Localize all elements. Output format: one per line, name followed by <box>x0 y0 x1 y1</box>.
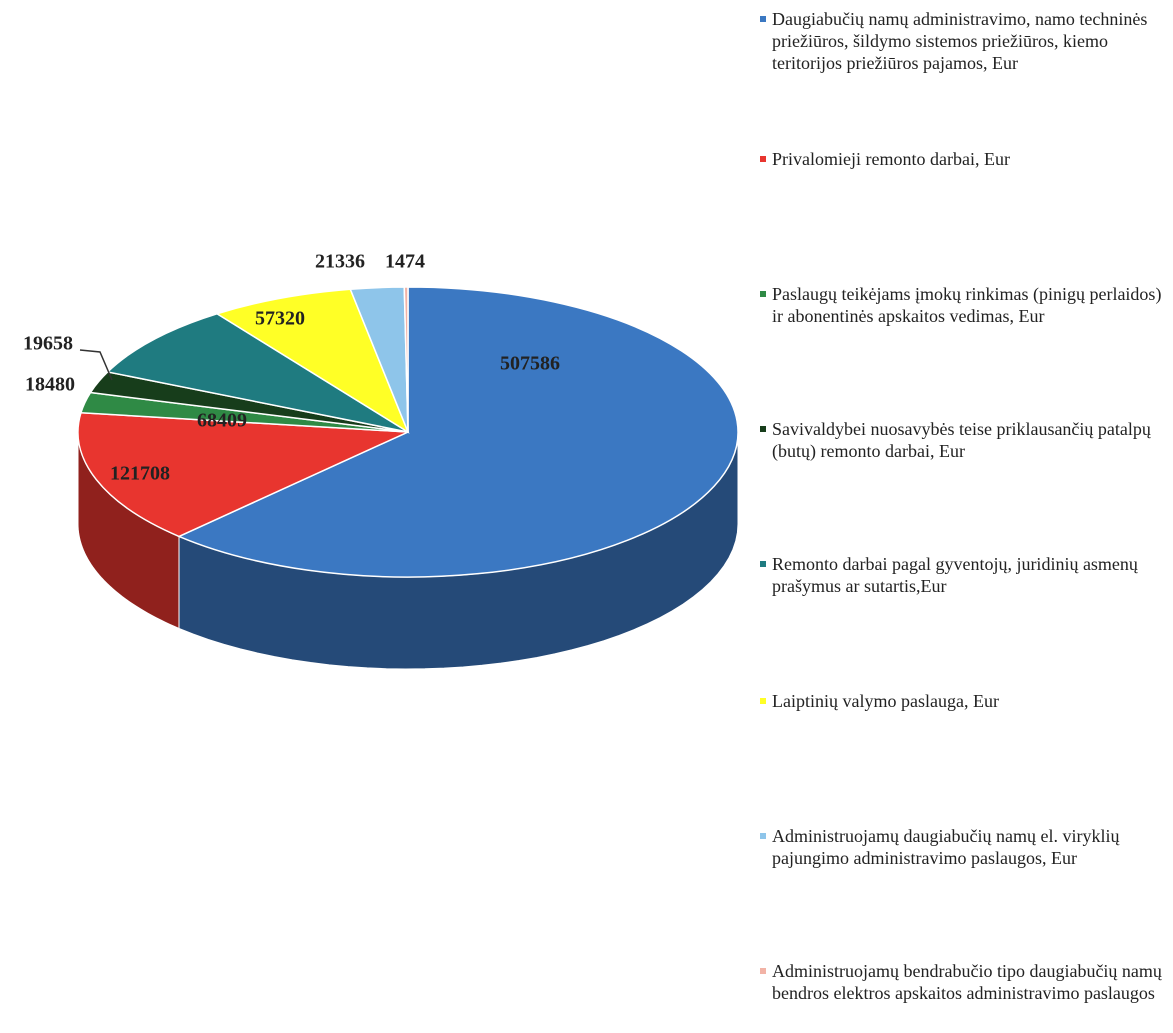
legend-label: Savivaldybei nuosavybės teise priklausan… <box>772 419 1151 461</box>
leader-line <box>79 349 113 381</box>
legend-swatch <box>760 698 766 704</box>
slice <box>403 286 409 433</box>
data-label: 21336 <box>315 251 365 273</box>
legend-label: Administruojamų bendrabučio tipo daugiab… <box>772 961 1162 1003</box>
legend-swatch <box>760 833 766 839</box>
slice <box>177 286 739 578</box>
legend-label: Paslaugų teikėjams įmokų rinkimas (pinig… <box>772 284 1162 326</box>
legend-label: Privalomieji remonto darbai, Eur <box>772 149 1010 169</box>
slice <box>77 411 409 538</box>
legend-item: Privalomieji remonto darbai, Eur <box>760 148 1165 170</box>
legend-item: Savivaldybei nuosavybės teise priklausan… <box>760 418 1165 462</box>
legend-item: Daugiabučių namų administravimo, namo te… <box>760 8 1165 74</box>
legend-item: Administruojamų bendrabučio tipo daugiab… <box>760 960 1165 1004</box>
legend-swatch <box>760 968 766 974</box>
legend-swatch <box>760 156 766 162</box>
data-label: 57320 <box>255 308 305 330</box>
slice <box>215 288 410 434</box>
data-label: 507586 <box>500 353 560 375</box>
legend-item: Paslaugų teikėjams įmokų rinkimas (pinig… <box>760 283 1165 327</box>
legend-swatch <box>760 426 766 432</box>
legend-label: Remonto darbai pagal gyventojų, juridini… <box>772 554 1138 596</box>
data-label: 1474 <box>385 251 425 273</box>
legend-swatch <box>760 561 766 567</box>
legend-item: Laiptinių valymo paslauga, Eur <box>760 690 1165 712</box>
data-label: 68409 <box>197 410 247 432</box>
legend-item: Remonto darbai pagal gyventojų, juridini… <box>760 553 1165 597</box>
legend-label: Administruojamų daugiabučių namų el. vir… <box>772 826 1120 868</box>
pie-chart: 507586 121708 18480 19658 68409 57320 21336 147… <box>23 251 739 670</box>
legend-swatch <box>760 16 766 22</box>
slice <box>106 312 409 433</box>
data-label: 121708 <box>110 463 170 485</box>
data-label: 18480 <box>25 374 75 396</box>
legend-swatch <box>760 291 766 297</box>
legend-item: Administruojamų daugiabučių namų el. vir… <box>760 825 1165 869</box>
legend-label: Daugiabučių namų administravimo, namo te… <box>772 9 1148 73</box>
legend-label: Laiptinių valymo paslauga, Eur <box>772 691 999 711</box>
data-label: 19658 <box>23 333 73 355</box>
